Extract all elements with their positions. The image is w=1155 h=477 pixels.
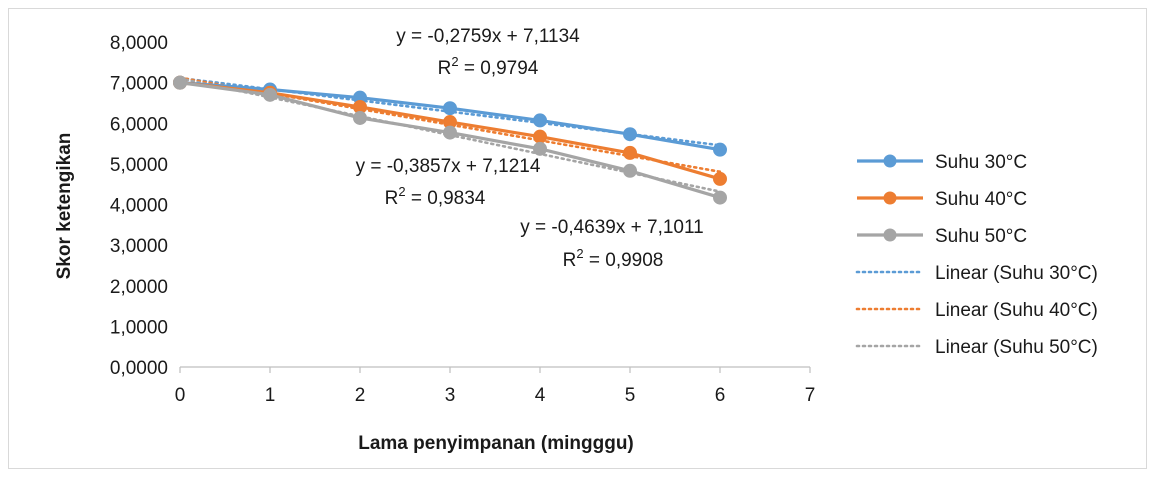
y-tick-label: 7,0000	[110, 74, 168, 95]
data-point	[713, 171, 727, 186]
data-point	[443, 101, 457, 116]
x-tick-label: 5	[625, 385, 636, 406]
trendline-r-squared: R2 = 0,9794	[438, 54, 539, 79]
data-point	[623, 127, 637, 142]
legend-swatch-marker	[883, 191, 897, 205]
x-tick-label: 6	[715, 385, 726, 406]
y-tick-label: 1,0000	[110, 317, 168, 338]
y-tick-label: 2,0000	[110, 277, 168, 298]
data-point	[533, 141, 547, 156]
x-axis-title: Lama penyimpanan (mingggu)	[358, 433, 634, 454]
data-point	[443, 125, 457, 140]
data-point	[173, 75, 187, 90]
series-lines	[173, 75, 727, 205]
trendline-equation: y = -0,2759x + 7,1134	[396, 26, 580, 47]
x-tick-label: 3	[445, 385, 456, 406]
legend-label: Suhu 30°C	[935, 152, 1027, 173]
data-point	[533, 113, 547, 128]
y-tick-label: 3,0000	[110, 236, 168, 257]
y-axis-title: Skor ketengikan	[54, 133, 75, 280]
data-point	[623, 145, 637, 160]
x-tick-label: 4	[535, 385, 546, 406]
y-tick-label: 6,0000	[110, 114, 168, 135]
trendline-r-squared: R2 = 0,9834	[385, 184, 486, 209]
y-tick-label: 0,0000	[110, 358, 168, 379]
legend: Suhu 30°C Suhu 40°C Suhu 50°C Linear (Suhu …	[855, 152, 1098, 358]
data-point	[623, 163, 637, 178]
y-tick-label: 4,0000	[110, 196, 168, 217]
legend-label: Linear (Suhu 40°C)	[935, 300, 1098, 321]
legend-swatch-marker	[883, 228, 897, 242]
x-tick-label: 2	[355, 385, 366, 406]
data-point	[353, 110, 367, 125]
trendline-r-squared: R2 = 0,9908	[563, 246, 664, 271]
trendline-equation: y = -0,4639x + 7,1011	[520, 217, 703, 238]
data-point	[263, 87, 277, 102]
trendline-equation: y = -0,3857x + 7,1214	[356, 156, 541, 177]
data-point	[713, 142, 727, 157]
x-tick-label: 7	[805, 385, 816, 406]
y-tick-label: 5,0000	[110, 155, 168, 176]
axes: 0 1 2 3 4 5 6 7 0,0000 1,0000 2,0000 3,0000 4,0000 5,…	[110, 33, 815, 406]
legend-label: Linear (Suhu 30°C)	[935, 263, 1098, 284]
legend-swatch-marker	[883, 154, 897, 168]
legend-label: Suhu 40°C	[935, 189, 1027, 210]
y-tick-label: 8,0000	[110, 33, 168, 54]
legend-label: Linear (Suhu 50°C)	[935, 337, 1098, 358]
series-line	[179, 81, 721, 200]
legend-label: Suhu 50°C	[935, 226, 1027, 247]
trendline-annotations: y = -0,2759x + 7,1134 R2 = 0,9794 y = -0,3…	[356, 26, 704, 271]
x-tick-label: 0	[175, 385, 186, 406]
data-point	[533, 129, 547, 144]
x-tick-label: 1	[265, 385, 276, 406]
data-point	[713, 190, 727, 205]
